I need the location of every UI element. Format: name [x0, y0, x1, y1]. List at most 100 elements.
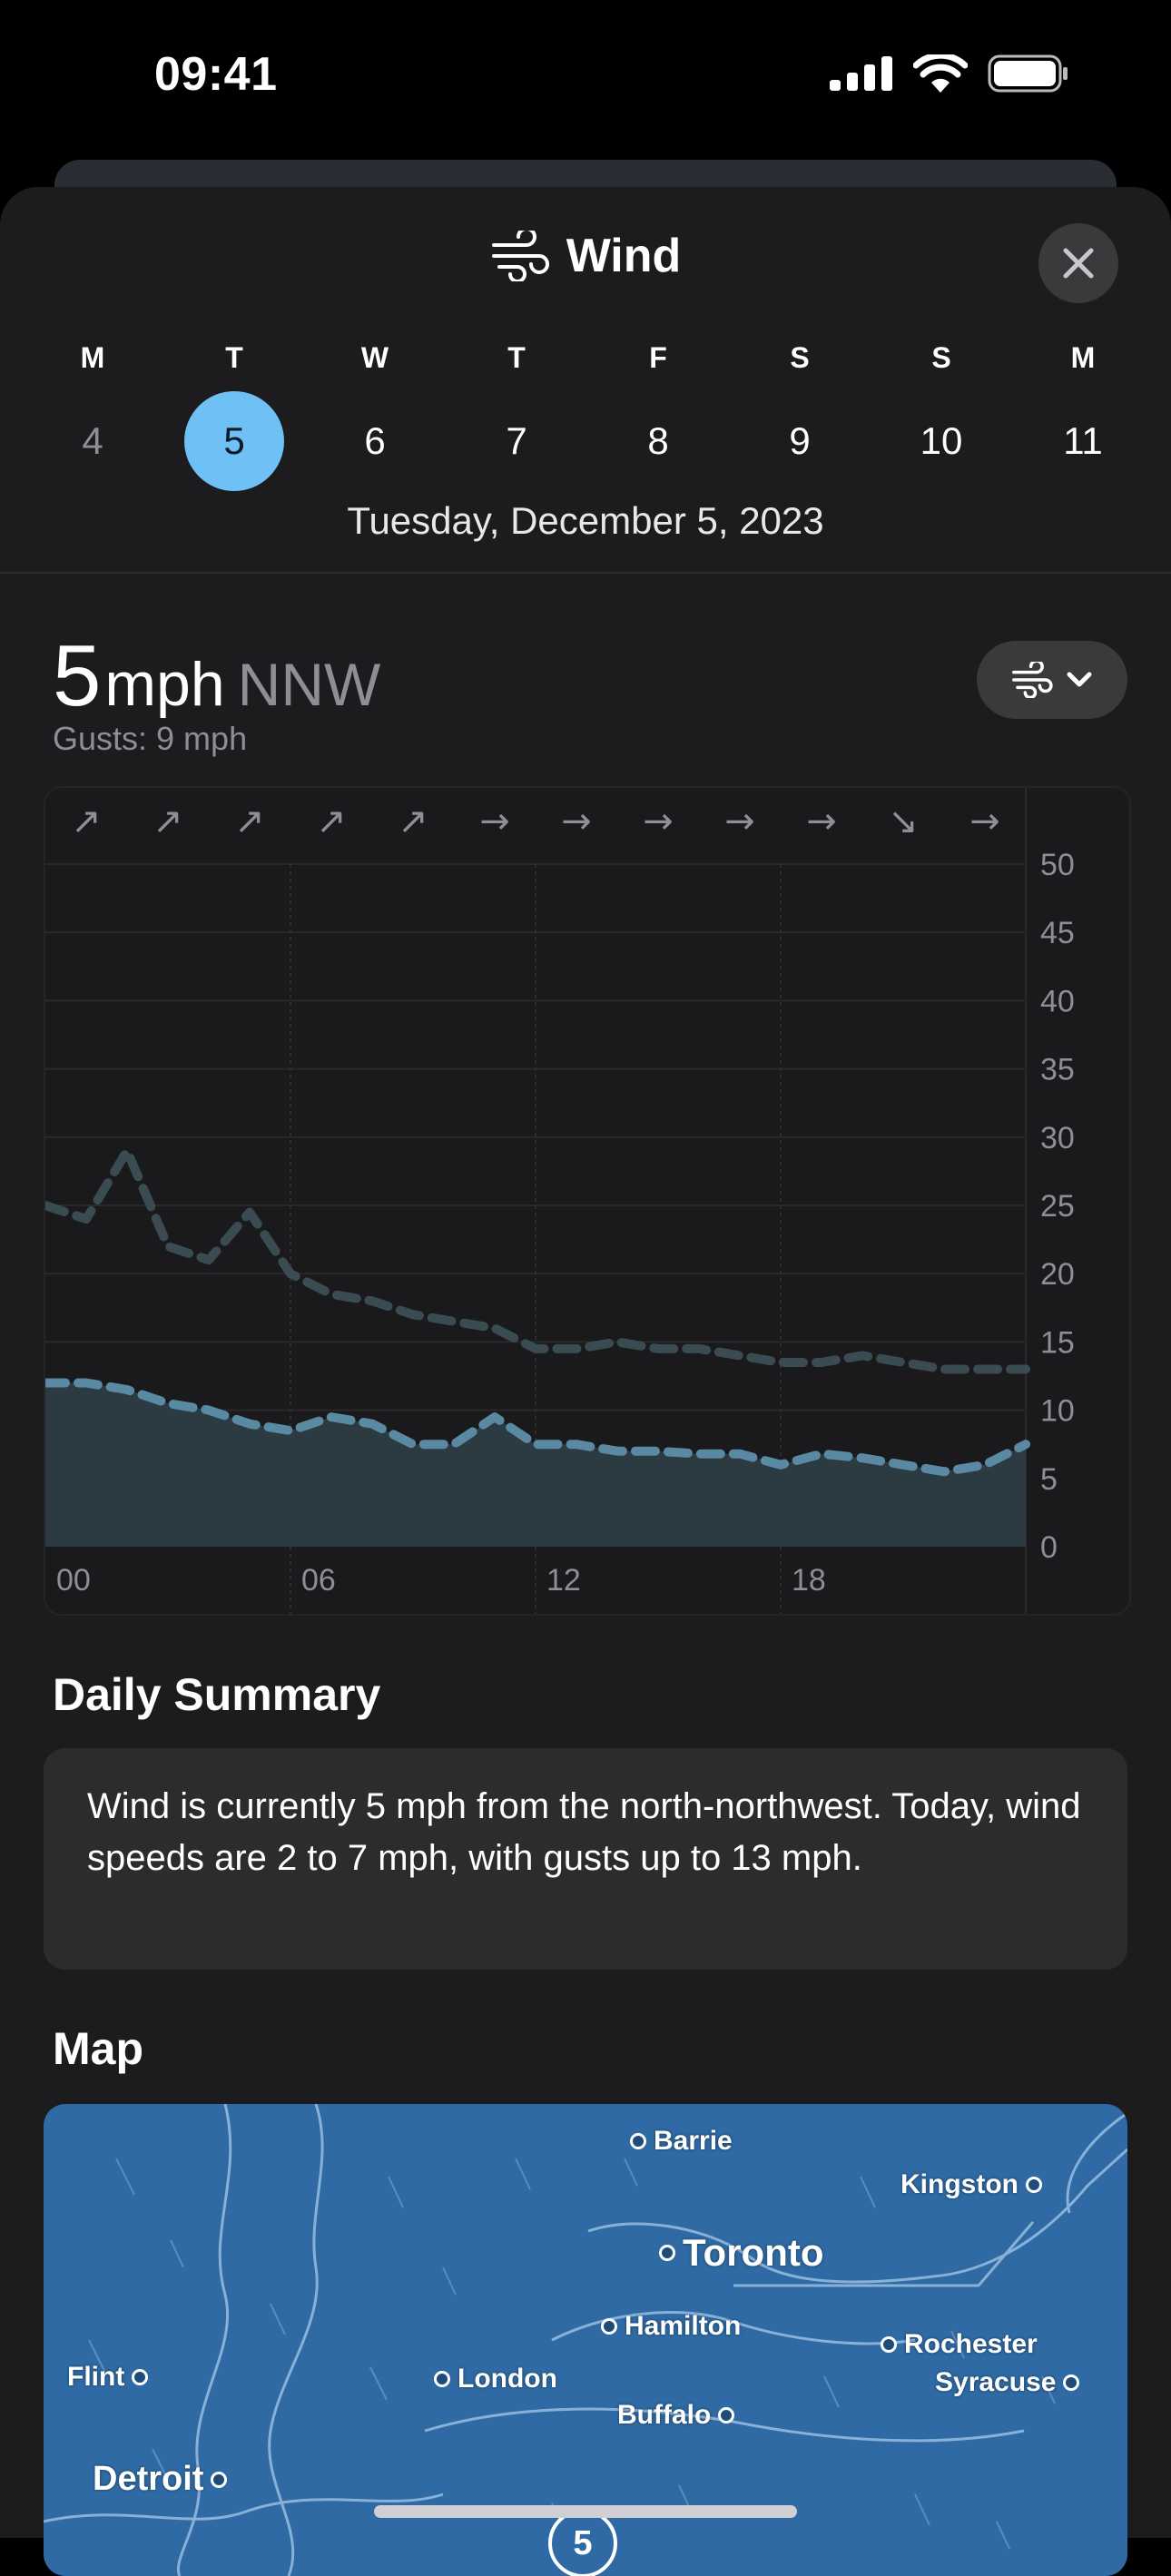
selected-date: Tuesday, December 5, 2023 [347, 499, 824, 542]
map-city-label: Hamilton [601, 2311, 741, 2342]
day-button-9[interactable]: 9 [789, 419, 811, 462]
day-button-8[interactable]: 8 [647, 419, 669, 462]
city-marker [1063, 2374, 1080, 2391]
day-button-10[interactable]: 10 [920, 419, 963, 462]
wind-direction-arrow: → [969, 801, 1000, 842]
chevron-down-icon [1067, 672, 1092, 687]
daily-summary-title: Daily Summary [53, 1669, 381, 1720]
wind-speed-unit: mph [104, 650, 225, 719]
battery-icon [988, 54, 1068, 93]
y-tick-label: 35 [1040, 1053, 1075, 1087]
wind-icon [1012, 662, 1053, 698]
close-icon [1063, 248, 1094, 279]
x-tick-label: 00 [56, 1563, 91, 1598]
chart-mode-button[interactable] [977, 641, 1127, 719]
y-tick-label: 5 [1040, 1462, 1058, 1497]
city-name: Flint [67, 2362, 125, 2392]
day-letter: S [931, 341, 951, 374]
city-marker [718, 2407, 735, 2424]
city-name: Barrie [654, 2126, 733, 2156]
day-letter: T [507, 341, 526, 374]
gusts-label: Gusts: 9 mph [53, 720, 248, 757]
city-name: Rochester [904, 2329, 1038, 2359]
y-tick-label: 15 [1040, 1325, 1075, 1360]
wind-direction-arrow: → [806, 801, 837, 842]
wind-direction-arrow: ↗ [234, 801, 265, 842]
cellular-signal-icon [830, 56, 892, 91]
map-city-label: Barrie [630, 2126, 733, 2157]
map-city-label: Toronto [659, 2231, 824, 2275]
city-name: Kingston [900, 2169, 1018, 2199]
map-city-label: Flint [67, 2362, 149, 2393]
status-time: 09:41 [154, 48, 278, 101]
map-title: Map [53, 2023, 143, 2074]
city-marker [434, 2371, 450, 2387]
y-tick-label: 25 [1040, 1189, 1075, 1224]
current-wind: 5 mph NNW [53, 626, 380, 726]
map-city-label: London [434, 2364, 557, 2394]
close-button[interactable] [1038, 223, 1118, 303]
wind-speed-line [45, 1378, 1030, 1477]
x-tick-label: 18 [792, 1563, 826, 1598]
wind-icon [491, 231, 549, 281]
day-letter: F [649, 341, 667, 374]
day-button-7[interactable]: 7 [506, 419, 527, 462]
day-letter: M [1070, 341, 1096, 374]
y-tick-label: 0 [1040, 1530, 1058, 1565]
daily-summary-card: Wind is currently 5 mph from the north-n… [44, 1748, 1127, 1970]
y-tick-label: 50 [1040, 848, 1075, 882]
map-city-label: Kingston [900, 2169, 1042, 2200]
map-city-label: Syracuse [935, 2367, 1080, 2398]
wind-direction-arrow: → [724, 801, 755, 842]
y-tick-label: 10 [1040, 1394, 1075, 1429]
wind-direction-arrow: ↗ [71, 801, 102, 842]
city-marker [659, 2245, 675, 2261]
city-marker [881, 2336, 897, 2353]
city-name: Toronto [683, 2231, 824, 2274]
wind-direction-arrow: ↗ [398, 801, 428, 842]
wind-chart[interactable]: 50 45 40 35 30 25 20 15 10 5 0 00 06 12 18 ↗ ↗ ↗ ↗ ↗ → → → → → ↘ → [44, 786, 1131, 1616]
wind-direction-arrow: → [643, 801, 674, 842]
city-name: London [458, 2364, 557, 2394]
city-name: Syracuse [935, 2367, 1057, 2397]
x-tick-label: 06 [301, 1563, 336, 1598]
day-button-11[interactable]: 11 [1063, 419, 1103, 462]
gusts-line [45, 1145, 1030, 1374]
home-indicator[interactable] [374, 2505, 797, 2518]
x-tick-label: 12 [546, 1563, 581, 1598]
wind-area [45, 1382, 1026, 1547]
city-marker [132, 2369, 149, 2385]
wind-direction-arrow: → [479, 801, 510, 842]
y-tick-label: 45 [1040, 916, 1075, 950]
y-tick-label: 40 [1040, 984, 1075, 1018]
day-letter: S [790, 341, 810, 374]
day-button-4[interactable]: 4 [82, 419, 103, 462]
map-city-label: Detroit [93, 2460, 228, 2499]
daily-summary-text: Wind is currently 5 mph from the north-n… [87, 1786, 1081, 1878]
wind-speed-value: 5 [53, 627, 102, 724]
city-name: Hamilton [625, 2311, 742, 2341]
wifi-icon [913, 54, 968, 93]
city-marker [601, 2318, 617, 2335]
wind-map[interactable]: Barrie Kingston Toronto Hamilton Rochest… [44, 2104, 1127, 2576]
wind-direction-arrow: → [561, 801, 592, 842]
day-letter: T [225, 341, 243, 374]
city-name: Detroit [93, 2460, 204, 2498]
day-button-selected[interactable]: 5 [184, 391, 284, 491]
y-tick-label: 30 [1040, 1121, 1075, 1155]
wind-direction: NNW [237, 651, 381, 718]
current-location-marker[interactable]: 5 [548, 2509, 617, 2576]
map-city-label: Rochester [881, 2329, 1038, 2360]
wind-direction-arrow: ↗ [316, 801, 347, 842]
wind-direction-arrow: ↗ [153, 801, 183, 842]
city-marker [630, 2133, 646, 2149]
day-button-6[interactable]: 6 [364, 419, 386, 462]
sheet-title: Wind [566, 230, 682, 282]
day-letter: W [360, 341, 389, 374]
city-name: Buffalo [617, 2400, 712, 2430]
status-icons [830, 54, 1069, 93]
map-city-label: Buffalo [617, 2400, 735, 2431]
day-letter: M [80, 341, 105, 374]
wind-direction-arrow: ↘ [888, 801, 919, 842]
